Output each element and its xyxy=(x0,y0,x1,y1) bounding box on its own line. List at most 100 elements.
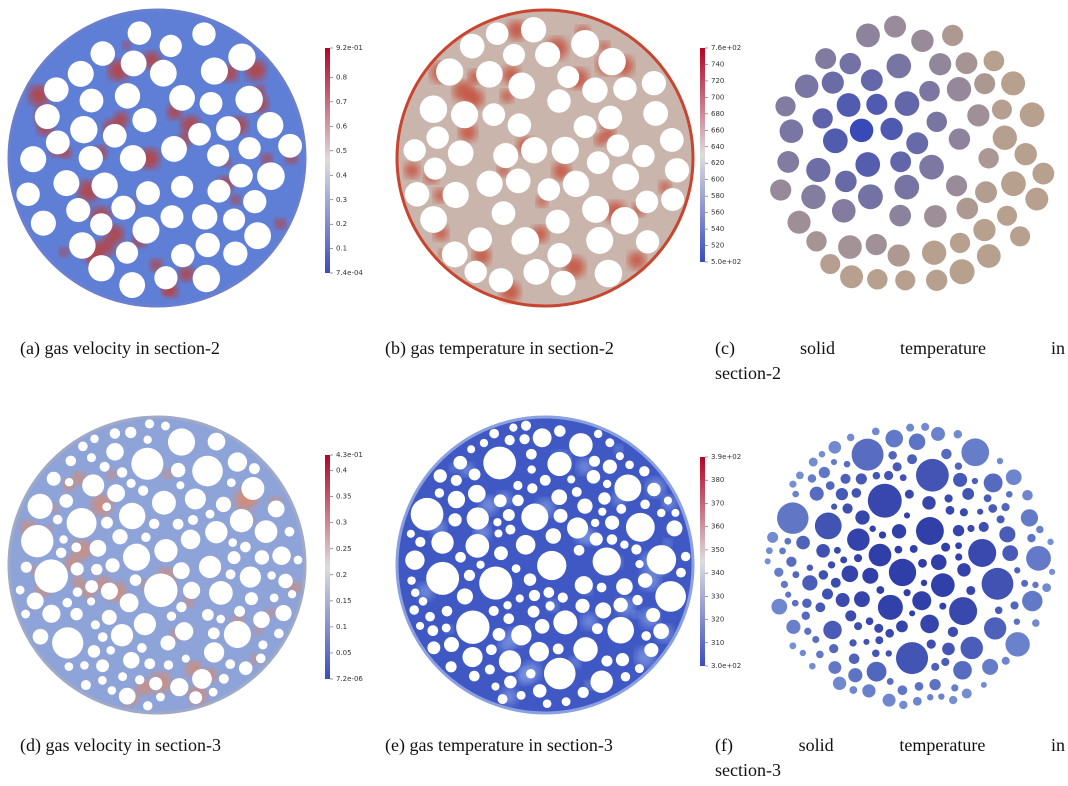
field-spot xyxy=(452,80,474,102)
particle-hole xyxy=(562,170,590,198)
colorbar-label: 0.25 xyxy=(336,545,352,553)
particle-hole xyxy=(136,181,160,206)
particle xyxy=(1005,632,1030,657)
particle-hole xyxy=(235,85,263,114)
colorbar-label: 360 xyxy=(711,523,724,531)
particle-hole xyxy=(491,201,516,226)
colorbar: 3.9e+02 380 370 360 350 340 330 320 310 3.0e+02 xyxy=(700,453,741,670)
particle-hole xyxy=(640,499,650,510)
particle-hole xyxy=(591,623,603,635)
particle xyxy=(884,470,894,481)
particle-hole xyxy=(65,455,77,467)
particle-hole xyxy=(267,571,276,580)
particle-hole xyxy=(598,492,611,505)
particle-hole xyxy=(225,569,236,580)
particle xyxy=(951,684,959,692)
particle xyxy=(807,474,817,483)
particle-hole xyxy=(590,518,600,528)
particle-hole xyxy=(641,631,651,641)
particle-hole xyxy=(468,484,486,503)
colorbar: 4.3e-01 0.4 0.35 0.3 0.25 0.2 0.15 0.1 0.05 7.2e-… xyxy=(325,451,363,683)
colorbar-label: 7.6e+02 xyxy=(711,44,741,52)
particle xyxy=(809,662,816,670)
field-spot xyxy=(507,20,527,40)
particle-hole xyxy=(198,555,222,579)
particle xyxy=(779,119,804,144)
particle-hole xyxy=(615,452,624,461)
particle-hole xyxy=(137,643,147,653)
particle-hole xyxy=(90,620,100,630)
particle-hole xyxy=(87,597,96,606)
particle-hole xyxy=(123,651,140,669)
particle xyxy=(862,567,879,584)
particle xyxy=(840,265,864,289)
particle-hole xyxy=(205,509,215,519)
particle-hole xyxy=(131,447,164,480)
particle xyxy=(921,240,947,265)
particle-hole xyxy=(189,691,203,705)
particle xyxy=(1010,601,1019,610)
particle xyxy=(1026,545,1051,571)
particle-hole xyxy=(529,641,549,662)
particle xyxy=(866,93,888,115)
particle-hole xyxy=(493,494,507,508)
particle-hole xyxy=(534,619,550,634)
particle xyxy=(930,573,955,597)
particle-hole xyxy=(551,136,579,165)
particle-hole xyxy=(525,448,537,460)
particle-hole xyxy=(532,428,552,448)
particle xyxy=(777,502,809,534)
particle-hole xyxy=(593,429,603,439)
particle-hole xyxy=(218,673,229,684)
particle xyxy=(872,471,881,480)
particle xyxy=(978,148,999,169)
particle-hole xyxy=(101,609,117,625)
particle-hole xyxy=(545,528,562,544)
particle-hole xyxy=(86,453,96,463)
particle-hole xyxy=(91,172,118,199)
particle xyxy=(907,454,918,465)
particle-hole xyxy=(79,88,104,113)
particle-hole xyxy=(545,209,570,234)
particle-hole xyxy=(426,561,460,595)
particle xyxy=(1014,567,1021,574)
particle-hole xyxy=(598,47,626,76)
colorbar-label: 0.2 xyxy=(336,220,347,228)
particle-hole xyxy=(427,641,441,655)
particle xyxy=(831,198,856,223)
colorbar-label: 7.4e-04 xyxy=(336,269,363,277)
particle xyxy=(808,457,818,467)
particle xyxy=(835,170,857,193)
particle-hole xyxy=(543,657,576,690)
particle xyxy=(775,96,796,117)
colorbar-label: 0.4 xyxy=(336,171,348,179)
particle-hole xyxy=(141,532,151,543)
particle xyxy=(941,657,950,667)
particle-hole xyxy=(122,543,151,571)
panel-image xyxy=(395,8,695,308)
particle xyxy=(853,554,863,563)
particle-hole xyxy=(434,488,445,498)
particle xyxy=(789,642,797,650)
particle xyxy=(880,117,903,141)
particle-hole xyxy=(70,607,83,621)
particle-hole xyxy=(527,465,536,474)
particle-hole xyxy=(573,637,598,662)
particle xyxy=(912,696,922,706)
particle xyxy=(869,525,876,532)
particle-hole xyxy=(182,581,201,600)
particle xyxy=(912,591,932,611)
particle xyxy=(1013,618,1021,625)
particle xyxy=(862,684,876,698)
particle xyxy=(886,678,894,685)
particle xyxy=(997,205,1018,226)
particle xyxy=(874,623,884,633)
particle xyxy=(980,681,987,688)
field-spot xyxy=(191,660,202,671)
particle-hole xyxy=(513,480,523,491)
particle-hole xyxy=(571,29,600,58)
particle-hole xyxy=(208,687,218,697)
particle xyxy=(785,591,792,598)
particle xyxy=(941,448,952,460)
particle-hole xyxy=(216,614,226,624)
